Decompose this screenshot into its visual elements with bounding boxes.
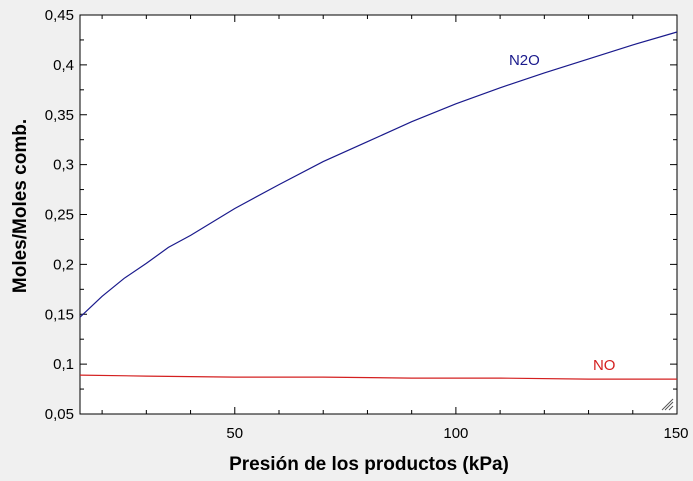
- plot-area: [79, 14, 678, 415]
- y-tick-label: 0,25: [45, 207, 74, 224]
- x-axis-ticks: 50 100 150: [101, 15, 689, 442]
- resize-grip-icon[interactable]: [661, 398, 674, 411]
- y-tick-label: 0,45: [45, 7, 74, 24]
- y-axis-ticks: 0,05 0,1 0,15 0,2 0,25 0,3 0,35 0,4 0,45: [45, 7, 677, 423]
- x-axis-title: Presión de los productos (kPa): [229, 454, 509, 475]
- series-label-n2o: N2O: [509, 52, 540, 69]
- series-label-no: NO: [593, 357, 616, 374]
- x-tick-label: 100: [443, 425, 468, 442]
- y-axis-title: Moles/Moles comb.: [10, 119, 31, 293]
- series-lines: [79, 31, 678, 380]
- series-line-n2o: [79, 31, 678, 318]
- y-tick-label: 0,35: [45, 107, 74, 124]
- series-labels: N2O NO: [509, 52, 616, 374]
- y-tick-label: 0,15: [45, 306, 74, 323]
- series-line-no: [79, 374, 677, 380]
- y-tick-label: 0,3: [53, 157, 74, 174]
- y-tick-label: 0,1: [53, 356, 74, 373]
- x-tick-label: 50: [226, 425, 243, 442]
- x-tick-label: 150: [663, 425, 688, 442]
- y-tick-label: 0,4: [53, 57, 74, 74]
- y-tick-label: 0,2: [53, 256, 74, 273]
- y-tick-label: 0,05: [45, 406, 74, 423]
